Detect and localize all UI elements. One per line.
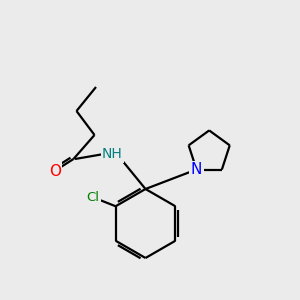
Text: N: N — [191, 162, 202, 177]
Text: NH: NH — [102, 148, 123, 161]
Text: Cl: Cl — [87, 191, 100, 204]
Text: O: O — [49, 164, 61, 178]
